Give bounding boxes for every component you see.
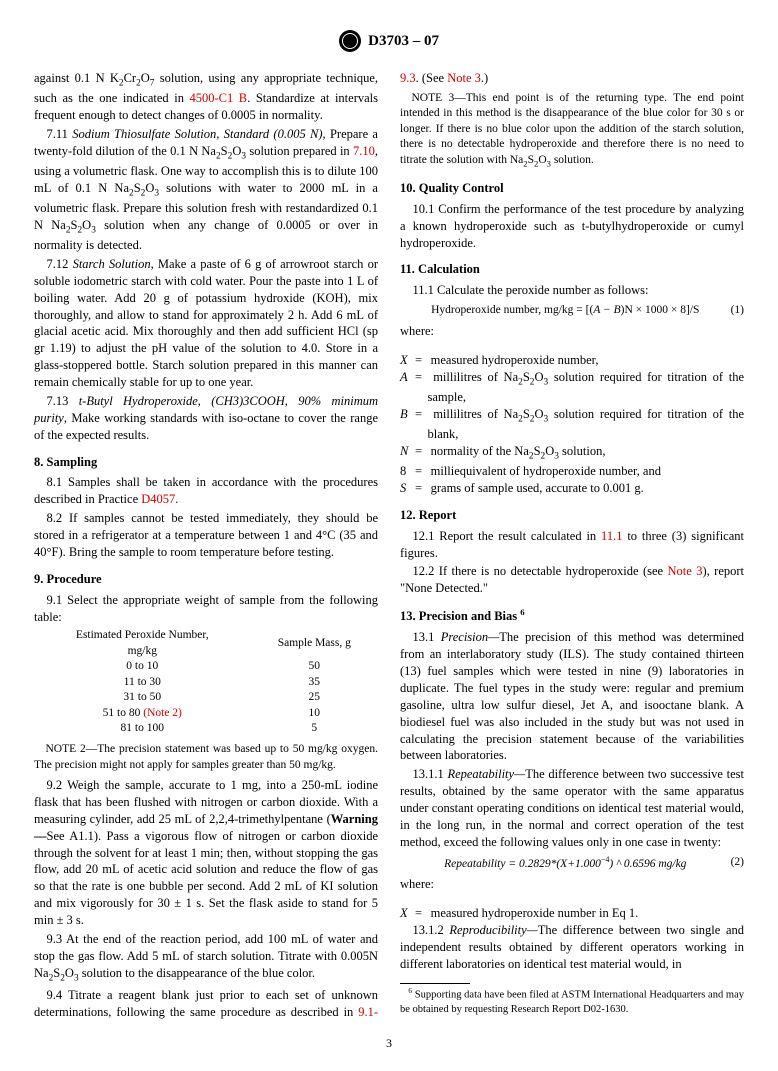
s122: 12.2 If there is no detectable hydropero… bbox=[400, 563, 744, 597]
eq2: Repeatability = 0.2829*(X+1.000−4) ^ 0.6… bbox=[400, 855, 744, 872]
note3: NOTE 3—This end point is of the returnin… bbox=[400, 91, 744, 170]
s1312: 13.1.2 Reproducibility—The difference be… bbox=[400, 922, 744, 973]
s81: 8.1 Samples shall be taken in accordance… bbox=[34, 474, 378, 508]
doc-id: D3703 – 07 bbox=[368, 31, 439, 51]
ref-note2: (Note 2) bbox=[143, 707, 182, 719]
where-s: S= grams of sample used, accurate to 0.0… bbox=[400, 480, 744, 497]
s91: 9.1 Select the appropriate weight of sam… bbox=[34, 592, 378, 626]
where2: where: bbox=[400, 876, 744, 893]
table-row: 31 to 5025 bbox=[34, 690, 378, 706]
sample-weight-table: Estimated Peroxide Number,mg/kg Sample M… bbox=[34, 628, 378, 737]
s111: 11.1 Calculate the peroxide number as fo… bbox=[400, 282, 744, 299]
s82: 8.2 If samples cannot be tested immediat… bbox=[34, 510, 378, 561]
s713: 7.13 t-Butyl Hydroperoxide, (CH3)3COOH, … bbox=[34, 393, 378, 444]
ref-111: 11.1 bbox=[601, 529, 622, 543]
where-8: 8= milliequivalent of hydroperoxide numb… bbox=[400, 463, 744, 480]
s93: 9.3 At the end of the reaction period, a… bbox=[34, 931, 378, 985]
page-header: D3703 – 07 bbox=[34, 30, 744, 52]
sec9-head: 9. Procedure bbox=[34, 571, 378, 588]
ref-7-10: 7.10 bbox=[353, 144, 375, 158]
note2: NOTE 2—The precision statement was based… bbox=[34, 742, 378, 773]
footnote6: 6 Supporting data have been filed at AST… bbox=[400, 986, 744, 1017]
astm-logo bbox=[339, 30, 361, 52]
p-against: against 0.1 N K2Cr2O7 solution, using an… bbox=[34, 70, 378, 124]
ref-d4057: D4057 bbox=[141, 492, 175, 506]
s92: 9.2 Weigh the sample, accurate to 1 mg, … bbox=[34, 777, 378, 929]
ref-note3a: Note 3 bbox=[447, 71, 481, 85]
eq1: Hydroperoxide number, mg/kg = [(A − B)N … bbox=[400, 303, 744, 319]
sec11-head: 11. Calculation bbox=[400, 261, 744, 278]
s711: 7.11 Sodium Thiosulfate Solution, Standa… bbox=[34, 126, 378, 254]
s712: 7.12 Starch Solution, Make a paste of 6 … bbox=[34, 256, 378, 391]
where-b: B= millilitres of Na2S2O3 solution requi… bbox=[400, 406, 744, 443]
tbl-h2: Sample Mass, g bbox=[251, 628, 378, 659]
where-x: X= measured hydroperoxide number, bbox=[400, 352, 744, 369]
s1311: 13.1.1 Repeatability—The difference betw… bbox=[400, 766, 744, 850]
table-row: 51 to 80 (Note 2)10 bbox=[34, 706, 378, 722]
table-row: 11 to 3035 bbox=[34, 675, 378, 691]
table-row: 0 to 1050 bbox=[34, 659, 378, 675]
ref-4500c1b: 4500-C1 B bbox=[190, 91, 248, 105]
sec13-head: 13. Precision and Bias 6 bbox=[400, 607, 744, 625]
body-columns: against 0.1 N K2Cr2O7 solution, using an… bbox=[34, 70, 744, 1021]
page-number: 3 bbox=[34, 1035, 744, 1051]
tbl-h1: Estimated Peroxide Number,mg/kg bbox=[34, 628, 251, 659]
s101: 10.1 Confirm the performance of the test… bbox=[400, 201, 744, 252]
footnote-rule bbox=[400, 983, 470, 984]
table-row: 81 to 1005 bbox=[34, 721, 378, 737]
ref-note3b: Note 3 bbox=[667, 564, 702, 578]
where2-x: X= measured hydroperoxide number in Eq 1… bbox=[400, 905, 744, 922]
where-a: A= millilitres of Na2S2O3 solution requi… bbox=[400, 369, 744, 406]
where1: where: bbox=[400, 323, 744, 340]
s121: 12.1 Report the result calculated in 11.… bbox=[400, 528, 744, 562]
where-n: N= normality of the Na2S2O3 solution, bbox=[400, 443, 744, 463]
sec12-head: 12. Report bbox=[400, 507, 744, 524]
sec10-head: 10. Quality Control bbox=[400, 180, 744, 197]
s131: 13.1 Precision—The precision of this met… bbox=[400, 629, 744, 764]
sec8-head: 8. Sampling bbox=[34, 454, 378, 471]
